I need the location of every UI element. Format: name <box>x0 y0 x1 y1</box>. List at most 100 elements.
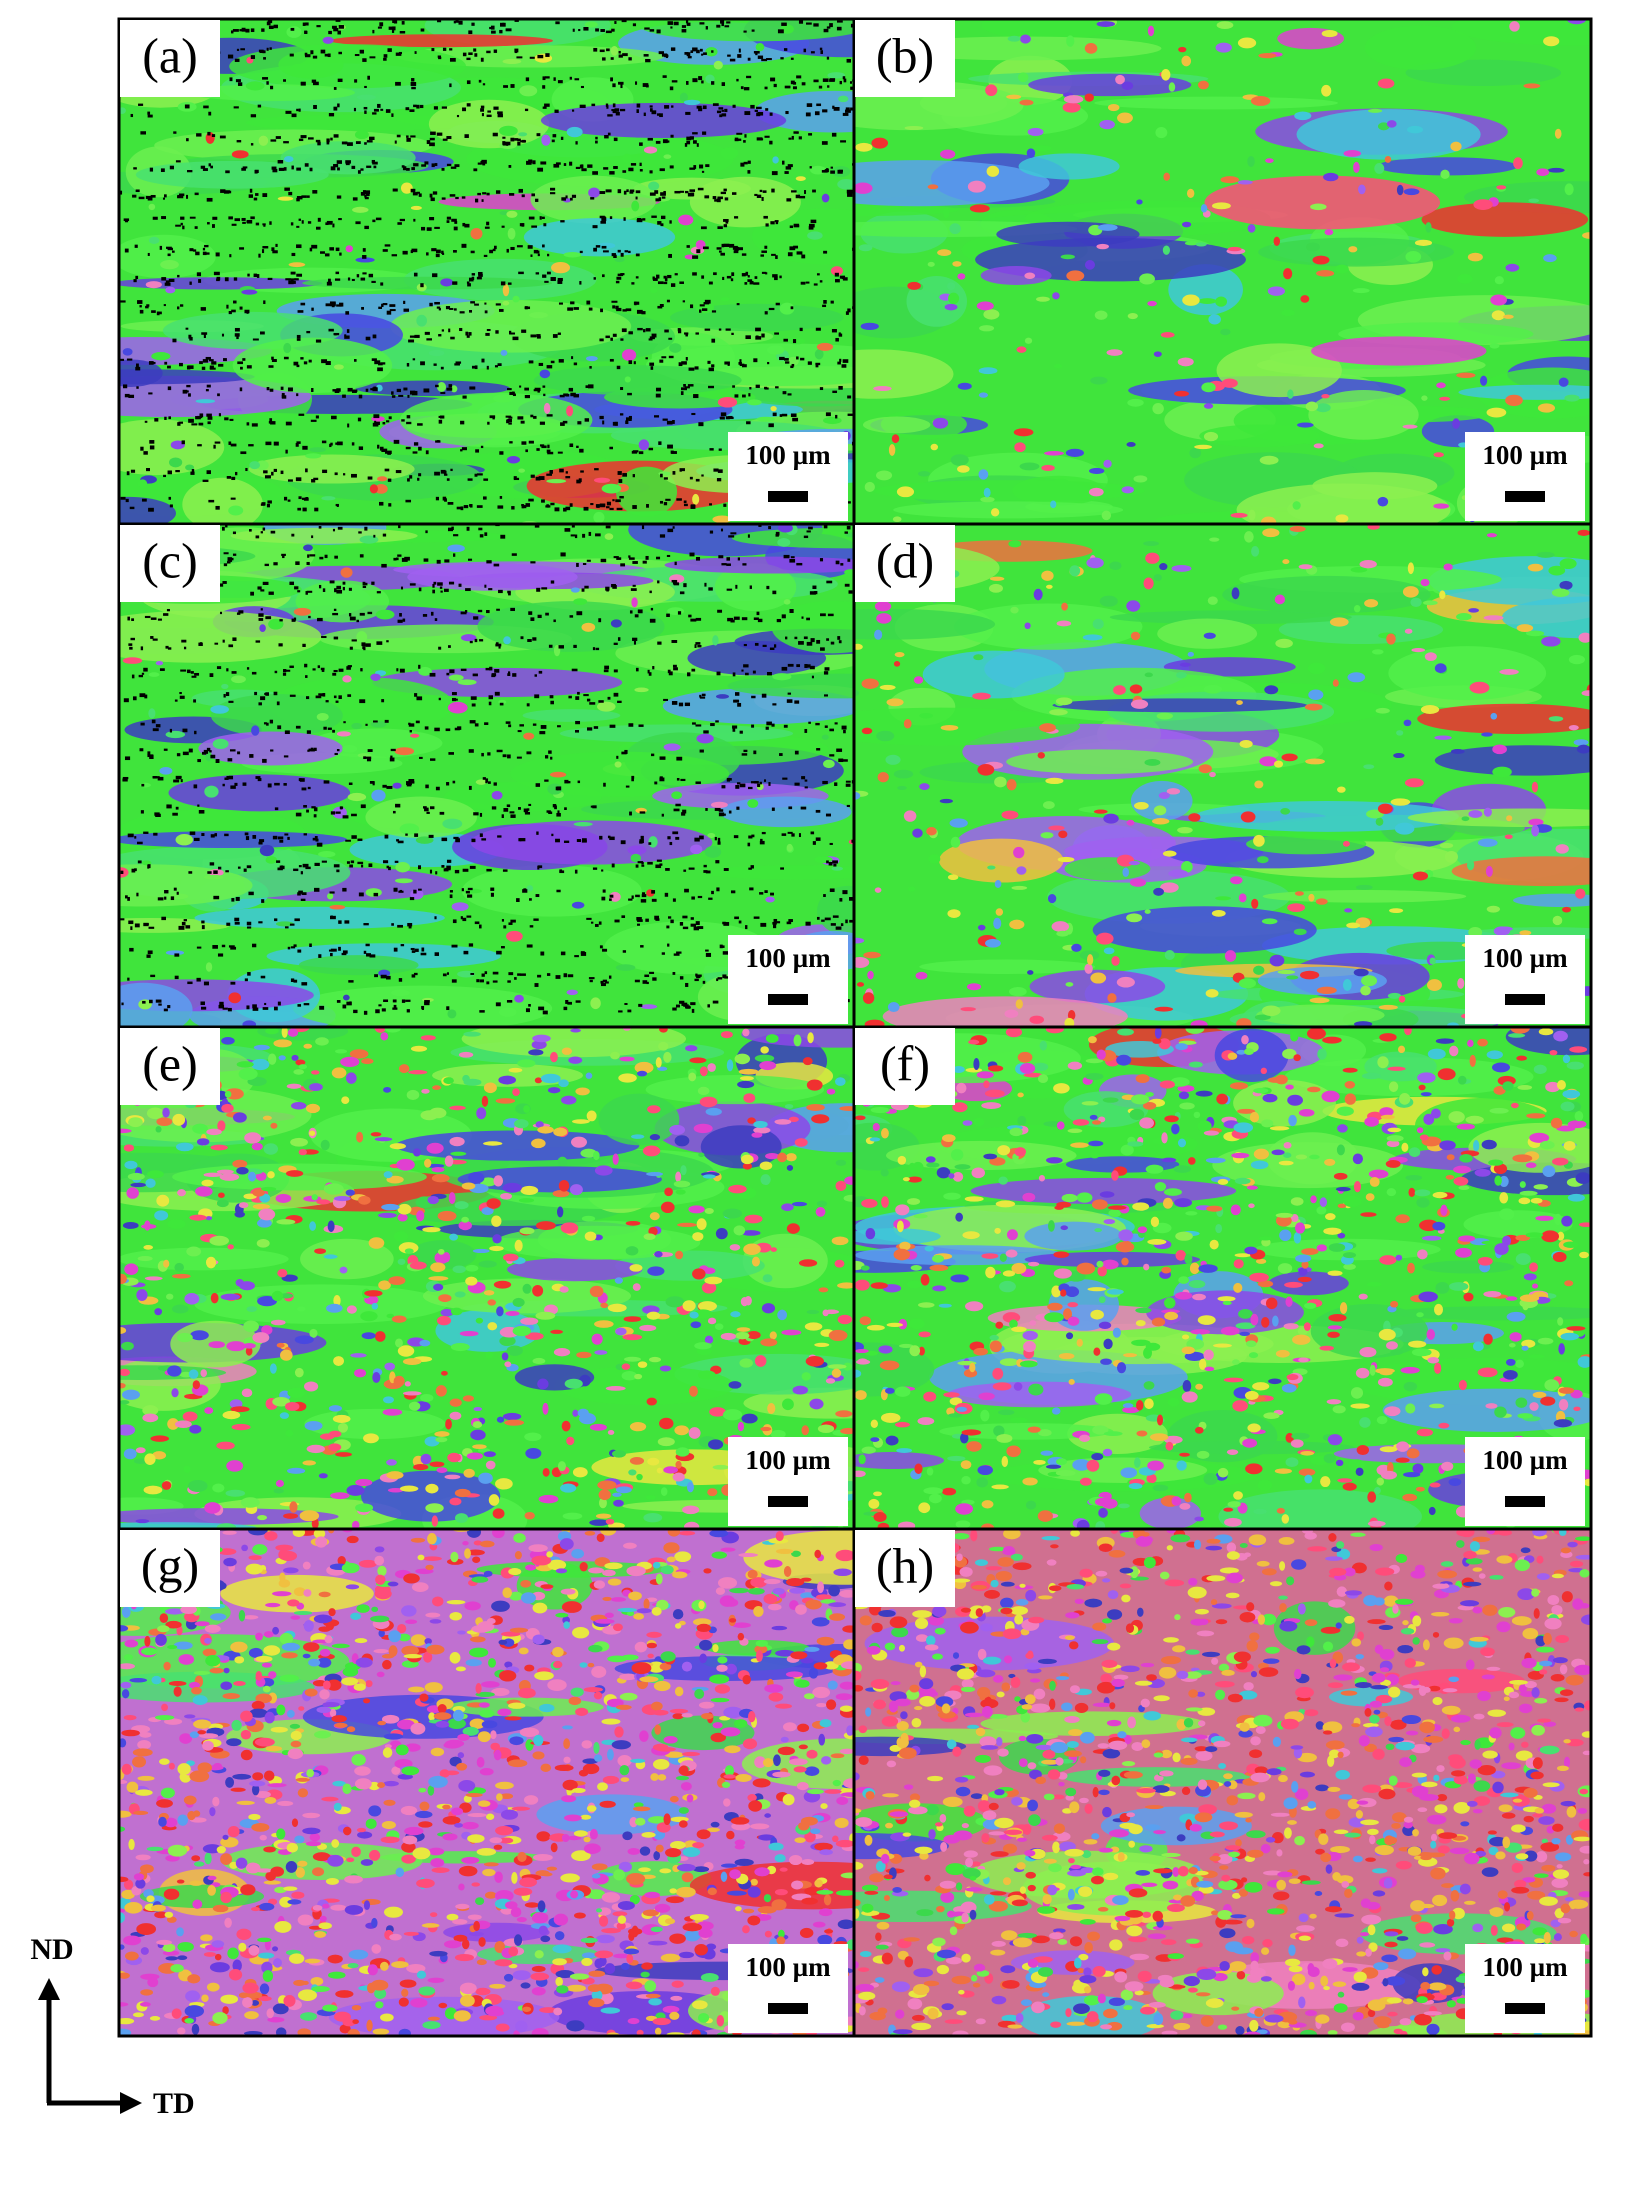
unindexed-speck <box>655 393 661 398</box>
unindexed-speck <box>476 505 483 508</box>
unindexed-speck <box>384 468 390 472</box>
unindexed-speck <box>236 612 241 615</box>
fine-grain <box>1402 424 1418 429</box>
unindexed-speck <box>610 77 613 82</box>
fine-grain <box>316 712 329 721</box>
unindexed-speck <box>548 644 553 648</box>
unindexed-speck <box>699 694 702 698</box>
unindexed-speck <box>662 139 668 144</box>
unindexed-speck <box>698 422 704 427</box>
unindexed-speck <box>216 666 222 670</box>
grain <box>1204 175 1441 230</box>
fine-grain <box>784 1104 794 1109</box>
unindexed-speck <box>296 196 303 200</box>
unindexed-speck <box>718 809 724 812</box>
unindexed-speck <box>444 559 450 563</box>
unindexed-speck <box>741 253 747 256</box>
fine-grain <box>1547 167 1565 173</box>
unindexed-speck <box>470 696 477 700</box>
unindexed-speck <box>275 136 281 139</box>
label-box <box>120 525 220 602</box>
unindexed-speck <box>418 446 422 451</box>
unindexed-speck <box>152 728 159 732</box>
unindexed-speck <box>560 951 566 956</box>
fine-grain <box>710 801 728 808</box>
unindexed-speck <box>685 190 689 194</box>
unindexed-speck <box>572 28 575 32</box>
unindexed-speck <box>642 83 649 87</box>
fine-grain <box>1101 510 1112 521</box>
fine-grain <box>1027 127 1044 137</box>
unindexed-speck <box>790 413 797 417</box>
unindexed-speck <box>837 636 841 640</box>
fine-grain <box>441 1370 448 1376</box>
unindexed-speck <box>138 674 144 678</box>
fine-grain <box>558 1079 569 1088</box>
unindexed-speck <box>799 195 806 199</box>
fine-grain <box>1513 157 1523 170</box>
unindexed-speck <box>628 331 633 335</box>
unindexed-speck <box>826 26 831 29</box>
unindexed-speck <box>446 1006 450 1011</box>
unindexed-speck <box>235 896 240 901</box>
unindexed-speck <box>675 836 680 840</box>
unindexed-speck <box>411 78 415 82</box>
unindexed-speck <box>718 555 724 559</box>
grain <box>1052 698 1308 713</box>
unindexed-speck <box>816 748 821 751</box>
fine-grain <box>831 1236 849 1246</box>
unindexed-speck <box>347 423 350 428</box>
unindexed-speck <box>702 246 709 250</box>
unindexed-speck <box>716 110 722 114</box>
fine-grain <box>372 1372 381 1383</box>
unindexed-speck <box>167 386 172 391</box>
unindexed-speck <box>187 981 193 985</box>
unindexed-speck <box>505 721 511 724</box>
unindexed-speck <box>528 360 534 364</box>
unindexed-speck <box>569 503 573 507</box>
unindexed-speck <box>488 588 493 591</box>
grain <box>687 640 827 676</box>
unindexed-speck <box>408 779 415 783</box>
unindexed-speck <box>547 253 550 257</box>
grain <box>1407 808 1591 828</box>
fine-grain <box>370 673 381 681</box>
unindexed-speck <box>346 666 351 670</box>
fine-grain <box>854 643 863 650</box>
unindexed-speck <box>172 250 175 253</box>
unindexed-speck <box>669 86 674 91</box>
unindexed-speck <box>281 392 285 396</box>
unindexed-speck <box>482 777 486 780</box>
unindexed-speck <box>690 618 697 622</box>
fine-grain <box>342 744 358 753</box>
fine-grain <box>986 165 1000 177</box>
fine-grain <box>1062 102 1081 113</box>
unindexed-speck <box>430 197 435 202</box>
unindexed-speck <box>140 810 144 814</box>
fine-grain <box>1103 813 1119 824</box>
unindexed-speck <box>808 133 813 136</box>
grain <box>919 959 1096 974</box>
fine-grain <box>293 607 312 616</box>
unindexed-speck <box>650 366 654 370</box>
fine-grain <box>663 154 672 159</box>
fine-grain <box>638 439 650 451</box>
unindexed-speck <box>279 865 285 870</box>
unindexed-speck <box>537 388 540 393</box>
unindexed-speck <box>701 170 705 173</box>
unindexed-speck <box>200 1006 207 1010</box>
fine-grain <box>1360 985 1371 996</box>
fine-grain <box>1421 395 1428 401</box>
unindexed-speck <box>322 693 326 697</box>
unindexed-speck <box>307 221 312 224</box>
unindexed-speck <box>139 693 146 698</box>
fine-grain <box>1275 638 1293 649</box>
grain <box>1308 389 1419 440</box>
unindexed-speck <box>209 367 216 370</box>
unindexed-speck <box>683 500 687 504</box>
unindexed-speck <box>666 925 670 929</box>
unindexed-speck <box>602 250 609 253</box>
unindexed-speck <box>494 669 500 673</box>
unindexed-speck <box>358 446 364 450</box>
unindexed-speck <box>546 449 551 453</box>
